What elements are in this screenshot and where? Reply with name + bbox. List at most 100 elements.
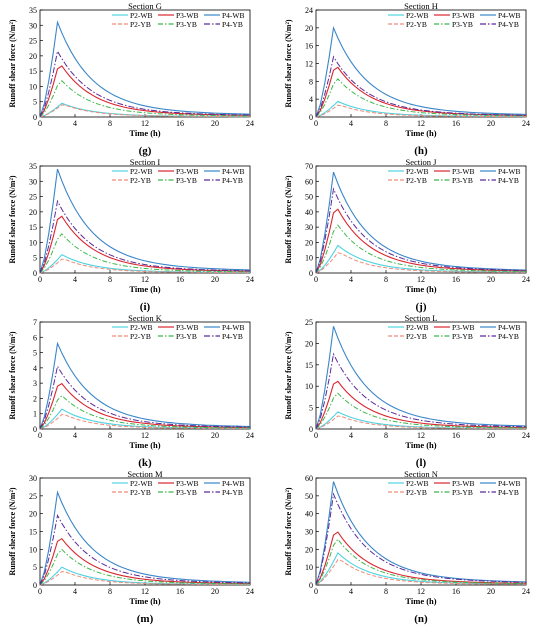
y-tick-label: 5	[33, 254, 37, 263]
series-line-p3-yb	[315, 538, 527, 586]
y-tick-label: 16	[305, 42, 313, 51]
legend-label: P2-YB	[406, 20, 427, 29]
series-line-p4-wb	[315, 481, 527, 586]
x-tick-label: 4	[73, 275, 77, 284]
y-tick-label: 0	[33, 425, 37, 434]
series-line-p2-yb	[315, 252, 527, 274]
legend-label: P3-WB	[176, 479, 199, 488]
x-tick-label: 16	[176, 431, 184, 440]
y-tick-label: 5	[33, 98, 37, 107]
series-line-p3-yb	[39, 80, 251, 118]
legend-label: P3-YB	[452, 332, 473, 341]
x-axis-label: Time (h)	[129, 128, 160, 138]
series-line-p3-yb	[315, 78, 527, 118]
series-line-p2-wb	[315, 552, 527, 586]
legend-label: P4-WB	[498, 323, 521, 332]
y-axis-label: Runoff shear force (N/m²)	[8, 175, 17, 263]
legend-label: P3-YB	[176, 488, 197, 497]
y-tick-label: 35	[29, 162, 37, 171]
legend: P2-WB P3-WB P4-WB P2-YB P3-YB P4-YB	[112, 11, 245, 29]
panel-title: Section N	[404, 469, 438, 479]
legend-label: P2-WB	[406, 323, 429, 332]
series-line-p3-yb	[315, 392, 527, 430]
panel-h: Section H 0 4 8 12 16 20 24 0 4 8 12 16 20 24 Time (h) R…	[284, 1, 530, 157]
y-tick-label: 6	[33, 333, 37, 342]
panel-title: Section I	[130, 157, 161, 167]
y-tick-label: 30	[29, 21, 37, 30]
series-line-p3-wb	[315, 66, 527, 118]
x-tick-label: 20	[211, 119, 219, 128]
x-tick-label: 24	[522, 431, 530, 440]
y-tick-label: 70	[305, 162, 313, 171]
y-tick-label: 5	[309, 404, 313, 413]
panel-n: Section N 0 4 8 12 16 20 24 0 10 20 30 40 50 60 Time (h…	[284, 469, 530, 625]
legend-label: P2-YB	[130, 488, 151, 497]
x-axis-label: Time (h)	[405, 440, 436, 450]
legend-label: P2-WB	[130, 323, 153, 332]
legend-label: P3-YB	[176, 176, 197, 185]
legend-label: P3-WB	[452, 479, 475, 488]
legend: P2-WB P3-WB P4-WB P2-YB P3-YB P4-YB	[112, 479, 245, 497]
y-tick-label: 20	[29, 52, 37, 61]
series-line-p4-yb	[39, 364, 251, 430]
x-tick-label: 20	[211, 431, 219, 440]
x-tick-label: 8	[384, 587, 388, 596]
x-tick-label: 20	[487, 587, 495, 596]
y-tick-label: 2	[33, 394, 37, 403]
legend-label: P4-WB	[222, 479, 245, 488]
legend-label: P4-WB	[222, 323, 245, 332]
legend-label: P3-WB	[176, 167, 199, 176]
legend: P2-WB P3-WB P4-WB P2-YB P3-YB P4-YB	[388, 11, 521, 29]
series-line-p2-yb	[315, 415, 527, 430]
series-line-p2-yb	[39, 258, 250, 274]
panel-caption: (n)	[414, 613, 428, 625]
x-tick-label: 16	[452, 275, 460, 284]
series-line-p4-wb	[39, 341, 250, 430]
x-tick-label: 12	[417, 587, 425, 596]
series-line-p4-yb	[39, 513, 251, 586]
x-tick-label: 20	[487, 431, 495, 440]
y-tick-label: 20	[305, 238, 313, 247]
x-tick-label: 0	[38, 119, 42, 128]
x-tick-label: 8	[108, 431, 112, 440]
series-line-p2-yb	[315, 104, 526, 118]
panel-g: Section G 0 4 8 12 16 20 24 0 5 10 15 20 25 30 35 Time (…	[8, 1, 254, 157]
y-tick-label: 10	[29, 238, 37, 247]
y-tick-label: 20	[305, 339, 313, 348]
legend-label: P4-WB	[222, 167, 245, 176]
legend: P2-WB P3-WB P4-WB P2-YB P3-YB P4-YB	[112, 167, 245, 185]
series-line-p3-wb	[315, 208, 527, 274]
x-tick-label: 24	[522, 587, 530, 596]
y-tick-label: 30	[29, 177, 37, 186]
series-line-p2-yb	[39, 570, 250, 586]
series-line-p4-wb	[39, 20, 251, 118]
x-tick-label: 24	[522, 119, 530, 128]
y-tick-label: 4	[33, 364, 37, 373]
y-tick-label: 3	[33, 379, 37, 388]
legend-label: P4-YB	[498, 20, 519, 29]
x-axis-label: Time (h)	[405, 284, 436, 294]
y-tick-label: 12	[305, 60, 313, 69]
y-tick-label: 0	[33, 113, 37, 122]
y-tick-label: 1	[33, 410, 37, 419]
y-tick-label: 20	[29, 208, 37, 217]
series-line-p2-yb	[315, 559, 527, 586]
panel-m: Section M 0 4 8 12 16 20 24 0 5 10 15 20 25 30 Time (h)…	[8, 469, 254, 625]
series-line-p3-wb	[315, 531, 527, 586]
x-tick-label: 12	[141, 275, 149, 284]
x-tick-label: 8	[384, 275, 388, 284]
x-tick-label: 4	[349, 275, 353, 284]
legend-label: P3-YB	[176, 332, 197, 341]
legend-label: P2-YB	[406, 176, 427, 185]
panel-caption: (j)	[416, 301, 427, 313]
panel-i: Section I 0 4 8 12 16 20 24 0 5 10 15 20 25 30 35 Time (…	[8, 157, 254, 313]
panel-caption: (g)	[139, 145, 152, 157]
x-tick-label: 0	[38, 431, 42, 440]
legend-label: P3-WB	[176, 323, 199, 332]
x-tick-label: 4	[349, 587, 353, 596]
x-tick-label: 20	[487, 275, 495, 284]
x-tick-label: 20	[211, 587, 219, 596]
x-tick-label: 24	[522, 275, 530, 284]
